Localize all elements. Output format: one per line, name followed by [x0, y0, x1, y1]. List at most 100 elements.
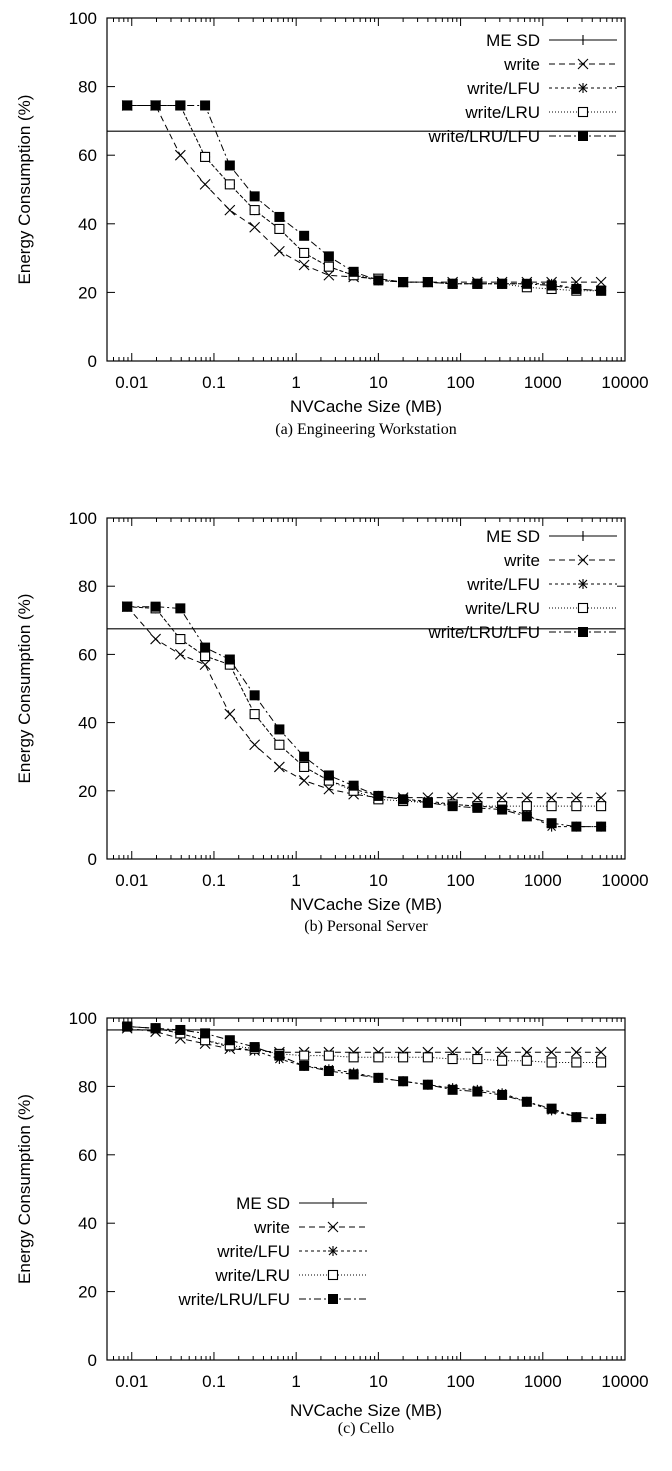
- chart-panel-2: 0 20 40 60 80 100 0.01 0.1 1 10 100 1000 10000 NVCach…: [15, 1009, 649, 1437]
- series-write: [121, 1022, 607, 1058]
- legend-entry: write/LFU: [466, 575, 617, 594]
- data-point: [150, 1023, 161, 1034]
- data-point: [422, 277, 433, 288]
- figure-caption: (a) Engineering Workstation: [275, 421, 456, 438]
- x-tick-label: 1000: [524, 1372, 562, 1391]
- legend-marker: [578, 579, 588, 589]
- legend-label: write/LRU: [464, 103, 540, 122]
- data-point: [596, 801, 607, 812]
- data-point: [323, 261, 334, 272]
- data-point: [122, 601, 133, 612]
- legend-entry: ME SD: [486, 31, 617, 50]
- data-point: [571, 1112, 582, 1123]
- series-line: [127, 1026, 602, 1120]
- data-point: [373, 1052, 384, 1063]
- y-tick-label: 80: [78, 577, 97, 596]
- x-tick-label: 1000: [524, 871, 562, 890]
- data-point: [199, 659, 211, 671]
- y-tick-label: 20: [78, 782, 97, 801]
- data-point: [546, 280, 557, 291]
- x-axis-label: NVCache Size (MB): [290, 895, 442, 914]
- x-tick-label: 10000: [601, 373, 648, 392]
- data-point: [596, 1057, 607, 1068]
- x-axis-label: NVCache Size (MB): [290, 1401, 442, 1420]
- data-point: [273, 761, 285, 773]
- legend-marker: [328, 1198, 338, 1208]
- data-point: [596, 1113, 607, 1124]
- data-point: [497, 1089, 508, 1100]
- data-point: [422, 1079, 433, 1090]
- data-point: [422, 797, 433, 808]
- plot-frame: [106, 17, 626, 362]
- data-point: [323, 770, 334, 781]
- data-point: [224, 204, 236, 216]
- data-point: [175, 100, 186, 111]
- legend-marker: [328, 1294, 338, 1304]
- data-point: [323, 1050, 334, 1061]
- legend-entry: write: [503, 55, 617, 74]
- data-point: [200, 1028, 211, 1039]
- legend-entry: write/LRU/LFU: [178, 1290, 367, 1309]
- legend-marker: [578, 131, 588, 141]
- legend-marker: [577, 554, 589, 566]
- data-point: [595, 792, 607, 804]
- data-point: [299, 761, 310, 772]
- legend-marker: [328, 1246, 338, 1256]
- data-point: [299, 751, 310, 762]
- legend-marker: [578, 35, 588, 45]
- legend-label: write/LRU/LFU: [428, 623, 540, 642]
- series-write-lru-lfu: [122, 601, 607, 832]
- legend-label: write/LRU: [214, 1266, 290, 1285]
- data-point: [521, 1046, 533, 1058]
- x-tick-label: 10: [369, 373, 388, 392]
- data-point: [200, 100, 211, 111]
- legend-label: write: [253, 1218, 290, 1237]
- data-point: [447, 1053, 458, 1065]
- figure-caption: (b) Personal Server: [304, 918, 428, 935]
- data-point: [398, 1076, 409, 1087]
- series-line: [127, 105, 602, 292]
- data-point: [571, 801, 582, 812]
- data-point: [596, 285, 607, 296]
- data-point: [174, 149, 186, 161]
- data-point: [496, 1046, 508, 1058]
- legend-label: write/LFU: [466, 575, 540, 594]
- data-point: [323, 269, 335, 281]
- x-tick-label: 0.1: [202, 373, 226, 392]
- data-point: [595, 276, 607, 288]
- data-point: [298, 259, 310, 271]
- series-write-lru-lfu: [122, 100, 607, 296]
- legend-label: write/LFU: [216, 1242, 290, 1261]
- data-point: [299, 1060, 310, 1071]
- legend-marker: [578, 627, 588, 637]
- series-write-lfu: [122, 1021, 607, 1124]
- x-tick-label: 1: [291, 1372, 300, 1391]
- data-point: [200, 151, 211, 162]
- data-point: [274, 1050, 285, 1061]
- legend-entry: write/LRU: [464, 599, 617, 618]
- legend-marker: [578, 531, 588, 541]
- data-point: [249, 221, 261, 233]
- series-write-lru: [122, 1021, 607, 1068]
- y-tick-label: 80: [78, 78, 97, 97]
- legend-entry: write/LRU: [214, 1266, 367, 1285]
- data-point: [546, 792, 557, 804]
- series-write-lru-lfu: [122, 1021, 607, 1124]
- data-point: [398, 277, 409, 288]
- x-tick-label: 10: [369, 871, 388, 890]
- y-tick-label: 60: [78, 146, 97, 165]
- data-point: [249, 739, 261, 751]
- series-line: [127, 105, 602, 292]
- x-tick-label: 10000: [601, 1372, 648, 1391]
- data-point: [472, 278, 483, 289]
- data-point: [471, 792, 483, 804]
- data-point: [521, 801, 532, 812]
- data-point: [199, 178, 211, 190]
- data-point: [224, 708, 236, 720]
- x-tick-label: 10: [369, 1372, 388, 1391]
- legend-entry: ME SD: [236, 1194, 367, 1213]
- data-point: [249, 205, 260, 216]
- data-point: [570, 792, 582, 804]
- data-point: [150, 100, 161, 111]
- x-tick-label: 100: [446, 1372, 474, 1391]
